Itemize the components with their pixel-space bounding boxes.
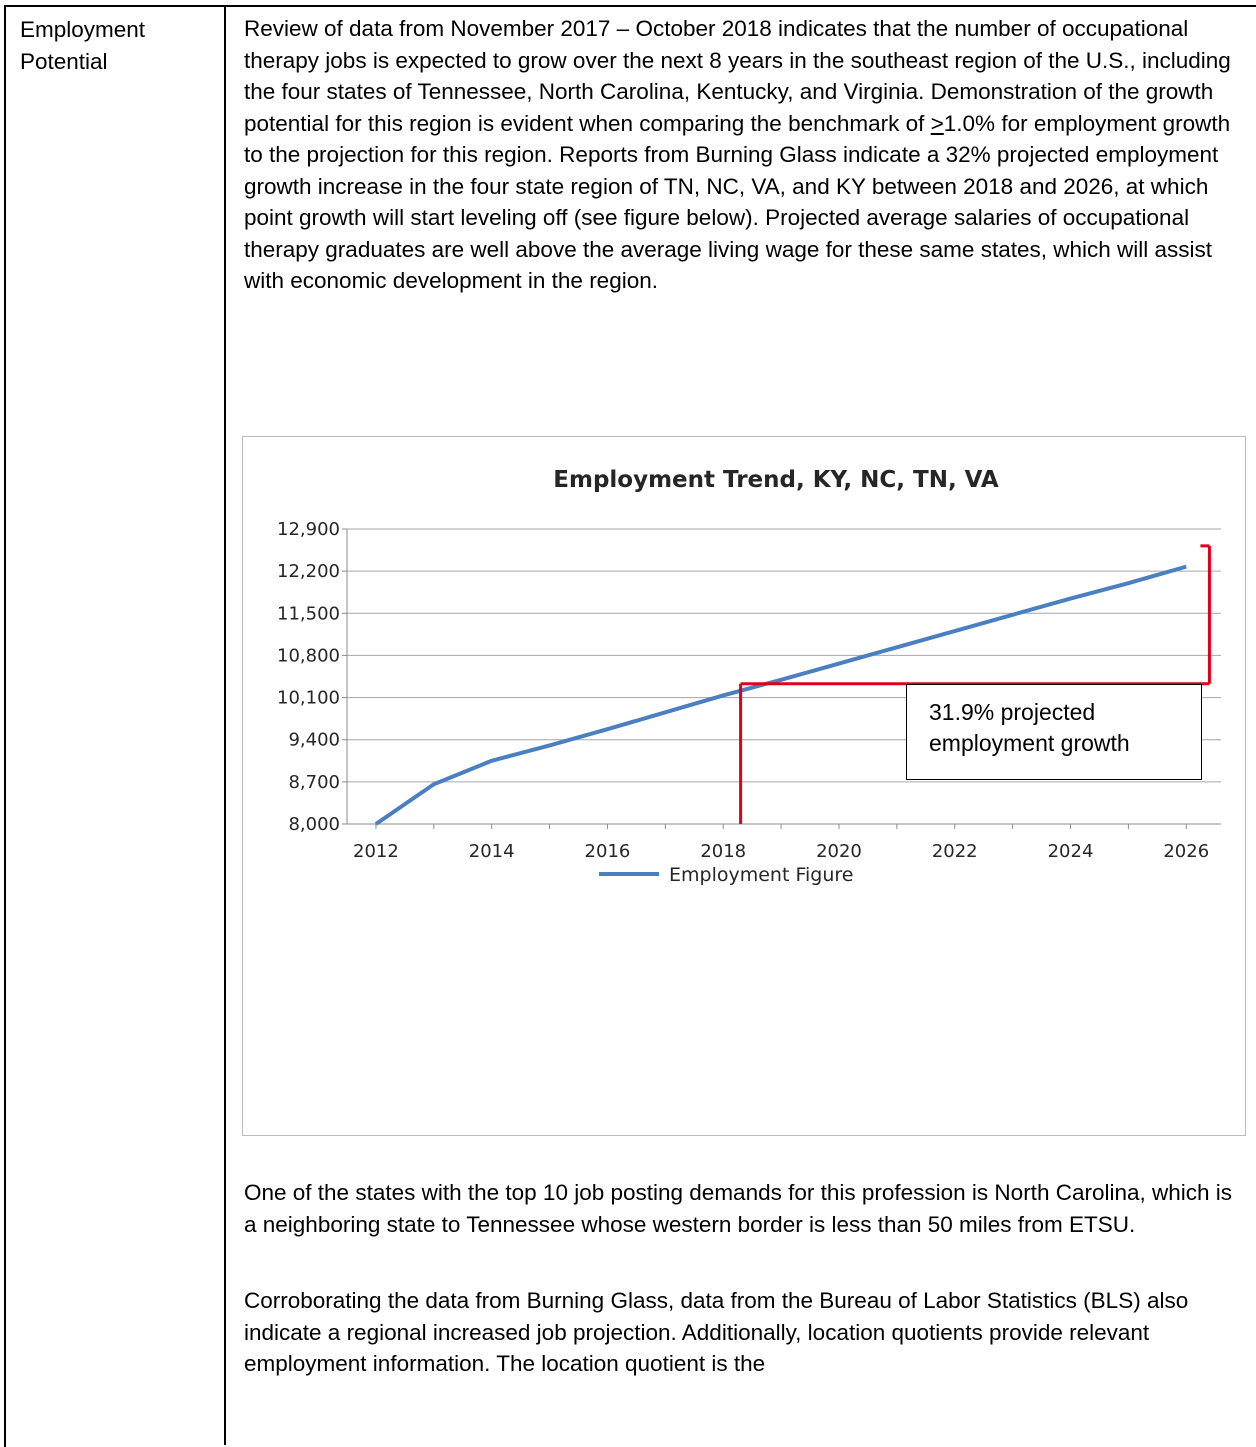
paragraph-bls-text: Corroborating the data from Burning Glas… <box>244 1288 1189 1376</box>
y-tick-label: 10,100 <box>277 688 340 709</box>
y-tick-label: 12,200 <box>277 561 340 582</box>
x-tick-label: 2014 <box>469 841 515 862</box>
growth-callout: 31.9% projected employment growth <box>906 684 1202 780</box>
y-tick-label: 11,500 <box>277 603 340 624</box>
employment-figure-line <box>374 564 1187 826</box>
employment-trend-chart: Employment Trend, KY, NC, TN, VA 8,000 8,7… <box>242 436 1246 1136</box>
paragraph-intro-part-a: Review of data from November 2017 – Octo… <box>244 16 1231 136</box>
x-tick-label: 2024 <box>1048 841 1094 862</box>
table-border <box>4 5 1256 1447</box>
y-tick-label: 8,700 <box>288 772 340 793</box>
x-tick-label: 2022 <box>932 841 978 862</box>
column-divider <box>224 5 226 1445</box>
x-tick-label: 2020 <box>816 841 862 862</box>
paragraph-north-carolina-text: One of the states with the top 10 job po… <box>244 1180 1233 1237</box>
x-tick-label: 2012 <box>353 841 399 862</box>
x-tick-label: 2026 <box>1163 841 1209 862</box>
paragraph-north-carolina: One of the states with the top 10 job po… <box>244 1177 1244 1240</box>
y-tick-label: 8,000 <box>288 814 340 835</box>
benchmark-symbol: > <box>930 110 944 136</box>
legend-label: Employment Figure <box>669 864 853 886</box>
row-label-text: Employment Potential <box>20 17 146 74</box>
chart-title: Employment Trend, KY, NC, TN, VA <box>553 467 999 493</box>
row-label: Employment Potential <box>20 14 220 78</box>
growth-callout-text: 31.9% projected employment growth <box>929 699 1130 756</box>
y-tick-label: 9,400 <box>288 730 340 751</box>
paragraph-bls: Corroborating the data from Burning Glas… <box>244 1285 1244 1380</box>
paragraph-intro-part-b: 1.0% for employment growth to the projec… <box>244 110 1231 294</box>
x-tick-label: 2018 <box>700 841 746 862</box>
paragraph-intro: Review of data from November 2017 – Octo… <box>244 13 1244 297</box>
x-tick-label: 2016 <box>585 841 631 862</box>
chart-svg: Employment Trend, KY, NC, TN, VA 8,000 8,7… <box>277 467 1221 886</box>
y-tick-label: 10,800 <box>277 645 340 666</box>
y-tick-label: 12,900 <box>277 519 340 540</box>
